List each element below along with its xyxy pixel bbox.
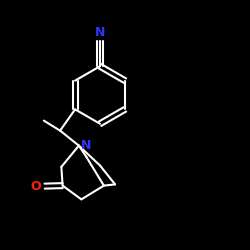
Text: N: N bbox=[95, 26, 105, 39]
Text: N: N bbox=[81, 139, 91, 152]
Text: O: O bbox=[30, 180, 41, 193]
